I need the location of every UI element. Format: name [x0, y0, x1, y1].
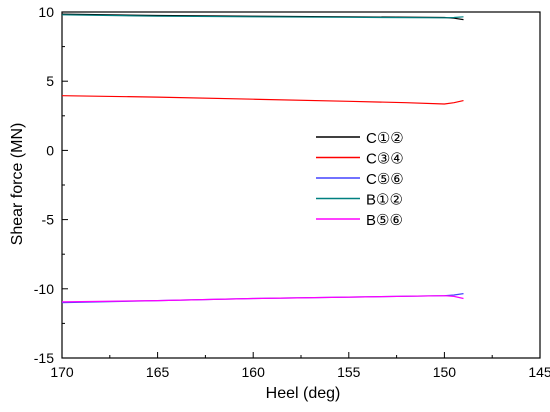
plot-frame [61, 11, 541, 359]
legend: C①② C③④ C⑤⑥ B①② B⑤⑥ [316, 130, 404, 229]
x-tick-label: 170 [50, 364, 74, 380]
y-tick-label: -10 [34, 281, 54, 297]
x-tick-label: 165 [146, 364, 170, 380]
x-tick-label: 160 [242, 364, 266, 380]
x-axis-label: Heel (deg) [266, 385, 341, 402]
y-tick-label: 5 [46, 73, 54, 89]
series-line [61, 95, 464, 105]
legend-label: C③④ [366, 151, 404, 168]
series-lines [61, 13, 464, 304]
series-line [61, 14, 464, 19]
x-axis-ticks: 170 165 160 155 150 145 [50, 352, 550, 380]
y-tick-label: -5 [42, 212, 55, 228]
x-tick-label: 150 [433, 364, 457, 380]
series-line [61, 295, 464, 303]
plot-border [61, 11, 541, 359]
y-tick-label: 10 [38, 4, 54, 20]
y-axis-ticks: -15 -10 -5 0 5 10 [34, 4, 68, 366]
x-tick-label: 145 [528, 364, 550, 380]
y-tick-label: 0 [46, 142, 54, 158]
legend-label: C⑤⑥ [366, 171, 404, 188]
y-tick-label: -15 [34, 350, 54, 366]
legend-label: B①② [366, 192, 403, 209]
legend-label: C①② [366, 130, 404, 147]
x-tick-label: 155 [337, 364, 361, 380]
legend-label: B⑤⑥ [366, 212, 403, 229]
y-axis-label: Shear force (MN) [9, 123, 26, 246]
